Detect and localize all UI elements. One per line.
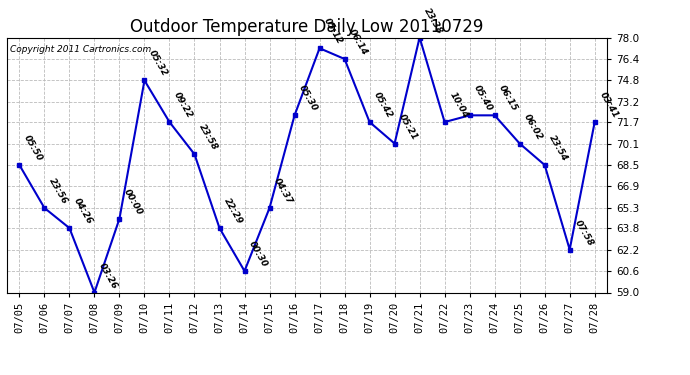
Text: 05:40: 05:40 [473,84,495,113]
Text: 23:56: 23:56 [47,177,69,206]
Text: 10:04: 10:04 [447,91,469,120]
Text: 00:00: 00:00 [122,187,144,216]
Text: 05:32: 05:32 [147,49,169,78]
Text: 22:29: 22:29 [222,196,244,226]
Text: 05:50: 05:50 [22,134,44,163]
Text: 05:12: 05:12 [322,17,344,46]
Text: 00:30: 00:30 [247,240,269,269]
Text: Copyright 2011 Cartronics.com: Copyright 2011 Cartronics.com [10,45,151,54]
Text: 04:37: 04:37 [273,177,295,206]
Text: 05:30: 05:30 [297,84,319,113]
Text: 04:26: 04:26 [72,196,95,226]
Text: 06:15: 06:15 [497,84,520,113]
Title: Outdoor Temperature Daily Low 20110729: Outdoor Temperature Daily Low 20110729 [130,18,484,36]
Text: 23:58: 23:58 [197,123,219,152]
Text: 05:42: 05:42 [373,91,395,120]
Text: 06:14: 06:14 [347,27,369,57]
Text: 07:58: 07:58 [573,218,595,248]
Text: 03:41: 03:41 [598,91,620,120]
Text: 05:21: 05:21 [397,112,420,141]
Text: 06:02: 06:02 [522,112,544,141]
Text: 09:22: 09:22 [172,91,195,120]
Text: 23:54: 23:54 [547,134,569,163]
Text: 23:38: 23:38 [422,6,444,35]
Text: 03:26: 03:26 [97,261,119,290]
